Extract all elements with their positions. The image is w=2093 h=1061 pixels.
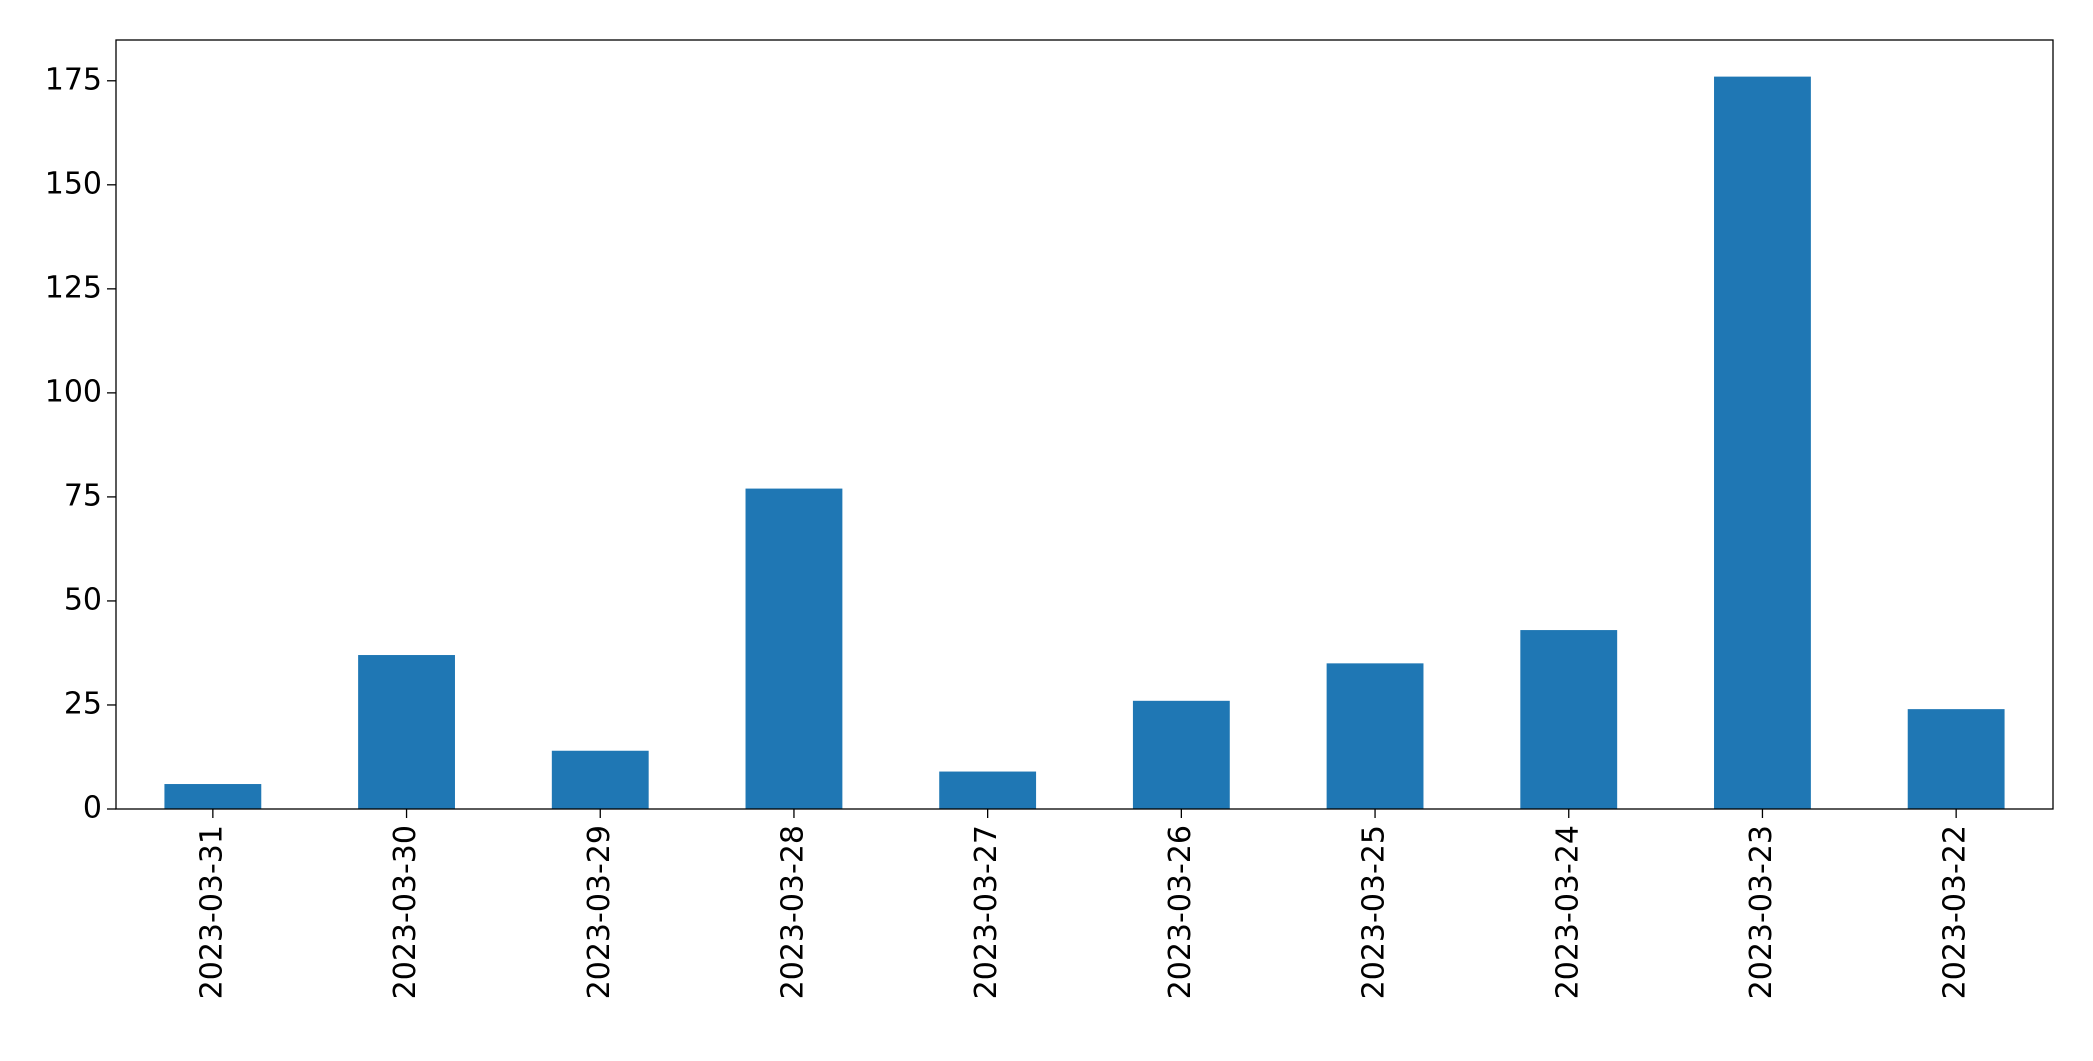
x-tick-label: 2023-03-24: [1550, 825, 1585, 999]
x-tick-label: 2023-03-26: [1163, 825, 1198, 999]
y-tick-label: 100: [45, 374, 102, 409]
y-tick-label: 175: [45, 62, 102, 97]
x-tick-label: 2023-03-30: [388, 825, 423, 999]
y-tick-label: 150: [45, 166, 102, 201]
x-tick-label: 2023-03-23: [1744, 825, 1779, 999]
bar: [1520, 630, 1618, 809]
bar: [164, 784, 262, 809]
y-tick-label: 0: [83, 791, 102, 826]
x-tick-label: 2023-03-28: [775, 825, 810, 999]
bar: [745, 488, 843, 809]
bar: [551, 750, 649, 809]
y-tick-label: 125: [45, 270, 102, 305]
y-tick-label: 75: [64, 478, 102, 513]
x-tick-label: 2023-03-22: [1938, 825, 1973, 999]
bar: [1132, 700, 1230, 809]
x-tick-label: 2023-03-25: [1357, 825, 1392, 999]
x-tick-label: 2023-03-31: [194, 825, 229, 999]
y-tick-label: 25: [64, 686, 102, 721]
bar: [939, 771, 1037, 809]
bar: [1714, 76, 1811, 810]
plot-frame: [115, 39, 2054, 810]
x-tick-label: 2023-03-29: [582, 825, 617, 999]
bar: [358, 655, 455, 809]
bar: [1907, 709, 2005, 809]
bar: [1326, 663, 1424, 809]
x-tick-label: 2023-03-27: [969, 825, 1004, 999]
y-tick-label: 50: [64, 582, 102, 617]
